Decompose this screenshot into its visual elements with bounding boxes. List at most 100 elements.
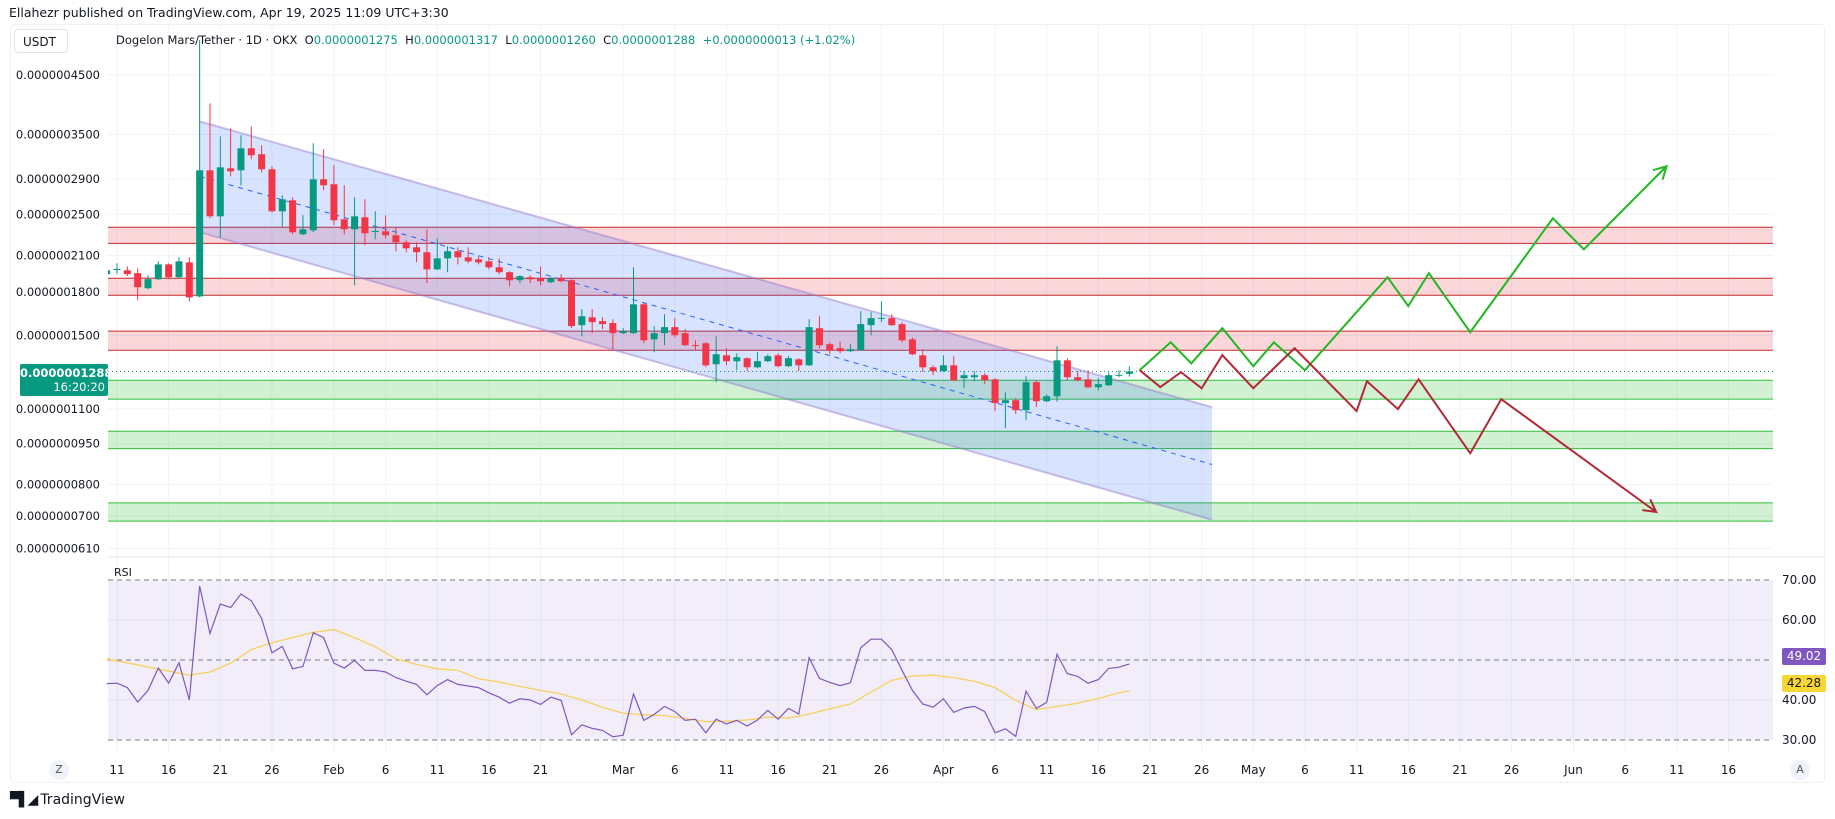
candle-down (382, 231, 390, 236)
time-tick-label: 6 (1621, 763, 1629, 777)
price-tick-label: 0.0000002900 (16, 172, 100, 186)
zones (108, 226, 1773, 522)
candle-down (475, 259, 483, 263)
time-tick-label: 21 (1142, 763, 1157, 777)
candle-up (1105, 375, 1113, 386)
auto-scale-button[interactable]: A (1790, 760, 1810, 780)
candle-up (1115, 374, 1123, 376)
candle-down (526, 277, 534, 280)
price-tick-label: 0.0000001800 (16, 285, 100, 299)
candle-down (1012, 400, 1020, 411)
candle-up (1001, 400, 1009, 404)
time-tick-label: Feb (323, 763, 344, 777)
candle-down (691, 345, 699, 347)
candle-up (444, 251, 452, 259)
candle-down (258, 154, 266, 170)
candle-down (227, 168, 235, 172)
candle-up (278, 199, 286, 212)
low-label: L (505, 33, 512, 47)
candle-down (919, 355, 927, 368)
tradingview-logo[interactable]: ▀▌◢ TradingView (10, 792, 125, 808)
price-tick-label: 0.0000000610 (16, 542, 100, 556)
candle-down (898, 324, 906, 341)
candle-up (712, 354, 720, 365)
bearish-projection-path-arrowhead-icon (1642, 498, 1658, 514)
time-tick-label: 26 (1504, 763, 1519, 777)
rsi-ma-line (106, 628, 1130, 723)
channel-lower-line (199, 231, 1213, 521)
currency-button[interactable]: USDT (14, 29, 68, 53)
candle-down (413, 247, 421, 253)
candle-up (309, 179, 317, 231)
candle-up (877, 317, 885, 319)
candle-up (660, 327, 668, 334)
candle-up (1053, 360, 1061, 397)
bar-countdown: 16:20:20 (53, 380, 105, 394)
time-tick-label: 16 (481, 763, 496, 777)
candle-down (134, 273, 142, 288)
candle-down (908, 339, 916, 355)
price-tick-label: 0.0000000700 (16, 509, 100, 523)
zoom-button[interactable]: Z (49, 760, 69, 780)
candle-down (743, 358, 751, 368)
time-tick-label: 16 (1721, 763, 1736, 777)
time-tick-label: 11 (719, 763, 734, 777)
rsi-ma-badge: 42.28 (1782, 675, 1826, 692)
candle-up (196, 170, 204, 297)
time-tick-label: 26 (1194, 763, 1209, 777)
time-tick-label: Apr (933, 763, 954, 777)
candle-down (506, 272, 514, 281)
price-tick-label: 0.0000000800 (16, 477, 100, 491)
candle-up (846, 349, 854, 352)
time-axis[interactable]: 11 16 21 26 Feb 6 11 16 21 Mar 6 11 16 21 26 Apr 6 11 16 21… (109, 763, 1736, 777)
candle-up (805, 327, 813, 366)
rsi-line (106, 585, 1130, 738)
candle-down (588, 317, 596, 323)
open-value: 0.0000001275 (313, 33, 398, 47)
candle-up (630, 304, 637, 334)
candle-down (495, 267, 503, 273)
candle-down (165, 264, 173, 278)
candle-up (433, 258, 441, 270)
resistance-zone (108, 331, 1773, 351)
rsi-tick-label: 30.00 (1782, 733, 1816, 747)
time-tick-label: 16 (1401, 763, 1416, 777)
candle-down (722, 355, 730, 362)
candle-down (929, 367, 937, 372)
tradingview-logo-icon: ▀▌◢ (10, 792, 38, 808)
candle-up (175, 261, 183, 278)
price-axis[interactable]: 0.0000004500 0.0000003500 0.0000002900 0.00… (16, 68, 100, 556)
candle-down (795, 359, 803, 366)
candle-up (753, 361, 761, 368)
bearish-projection-path (1139, 346, 1657, 513)
candle-up (154, 264, 162, 280)
rsi-tick-label: 70.00 (1782, 573, 1816, 587)
candle-down (815, 328, 823, 346)
price-tick-label: 0.0000002500 (16, 207, 100, 221)
candle-down (340, 219, 348, 230)
candle-up (516, 276, 524, 281)
projections (1139, 164, 1668, 514)
rsi-axis[interactable]: 70.00 60.00 40.00 30.00 (1782, 573, 1816, 747)
close-label: C (603, 33, 612, 47)
price-tick-label: 0.0000004500 (16, 68, 100, 82)
price-pane[interactable] (103, 40, 1773, 522)
time-tick-label: 6 (991, 763, 999, 777)
time-tick-label: Mar (612, 763, 635, 777)
candle-up (108, 270, 111, 275)
publish-info: Ellahezr published on TradingView.com, A… (9, 5, 449, 20)
regression-channel (199, 120, 1213, 521)
time-tick-label: 6 (671, 763, 679, 777)
rsi-indicator-title[interactable]: RSI (114, 566, 132, 579)
candle-down (247, 148, 255, 156)
symbol-title[interactable]: Dogelon Mars/Tether · 1D · OKX (116, 33, 298, 47)
time-tick-label: May (1241, 763, 1266, 777)
close-value: 0.0000001288 (611, 33, 696, 47)
change-value: +0.0000000013 (+1.02%) (702, 33, 856, 47)
time-tick-label: 11 (109, 763, 124, 777)
price-tick-label: 0.0000001500 (16, 328, 100, 342)
candle-up (578, 316, 586, 326)
candle-down (1084, 379, 1092, 388)
high-label: H (405, 33, 414, 47)
